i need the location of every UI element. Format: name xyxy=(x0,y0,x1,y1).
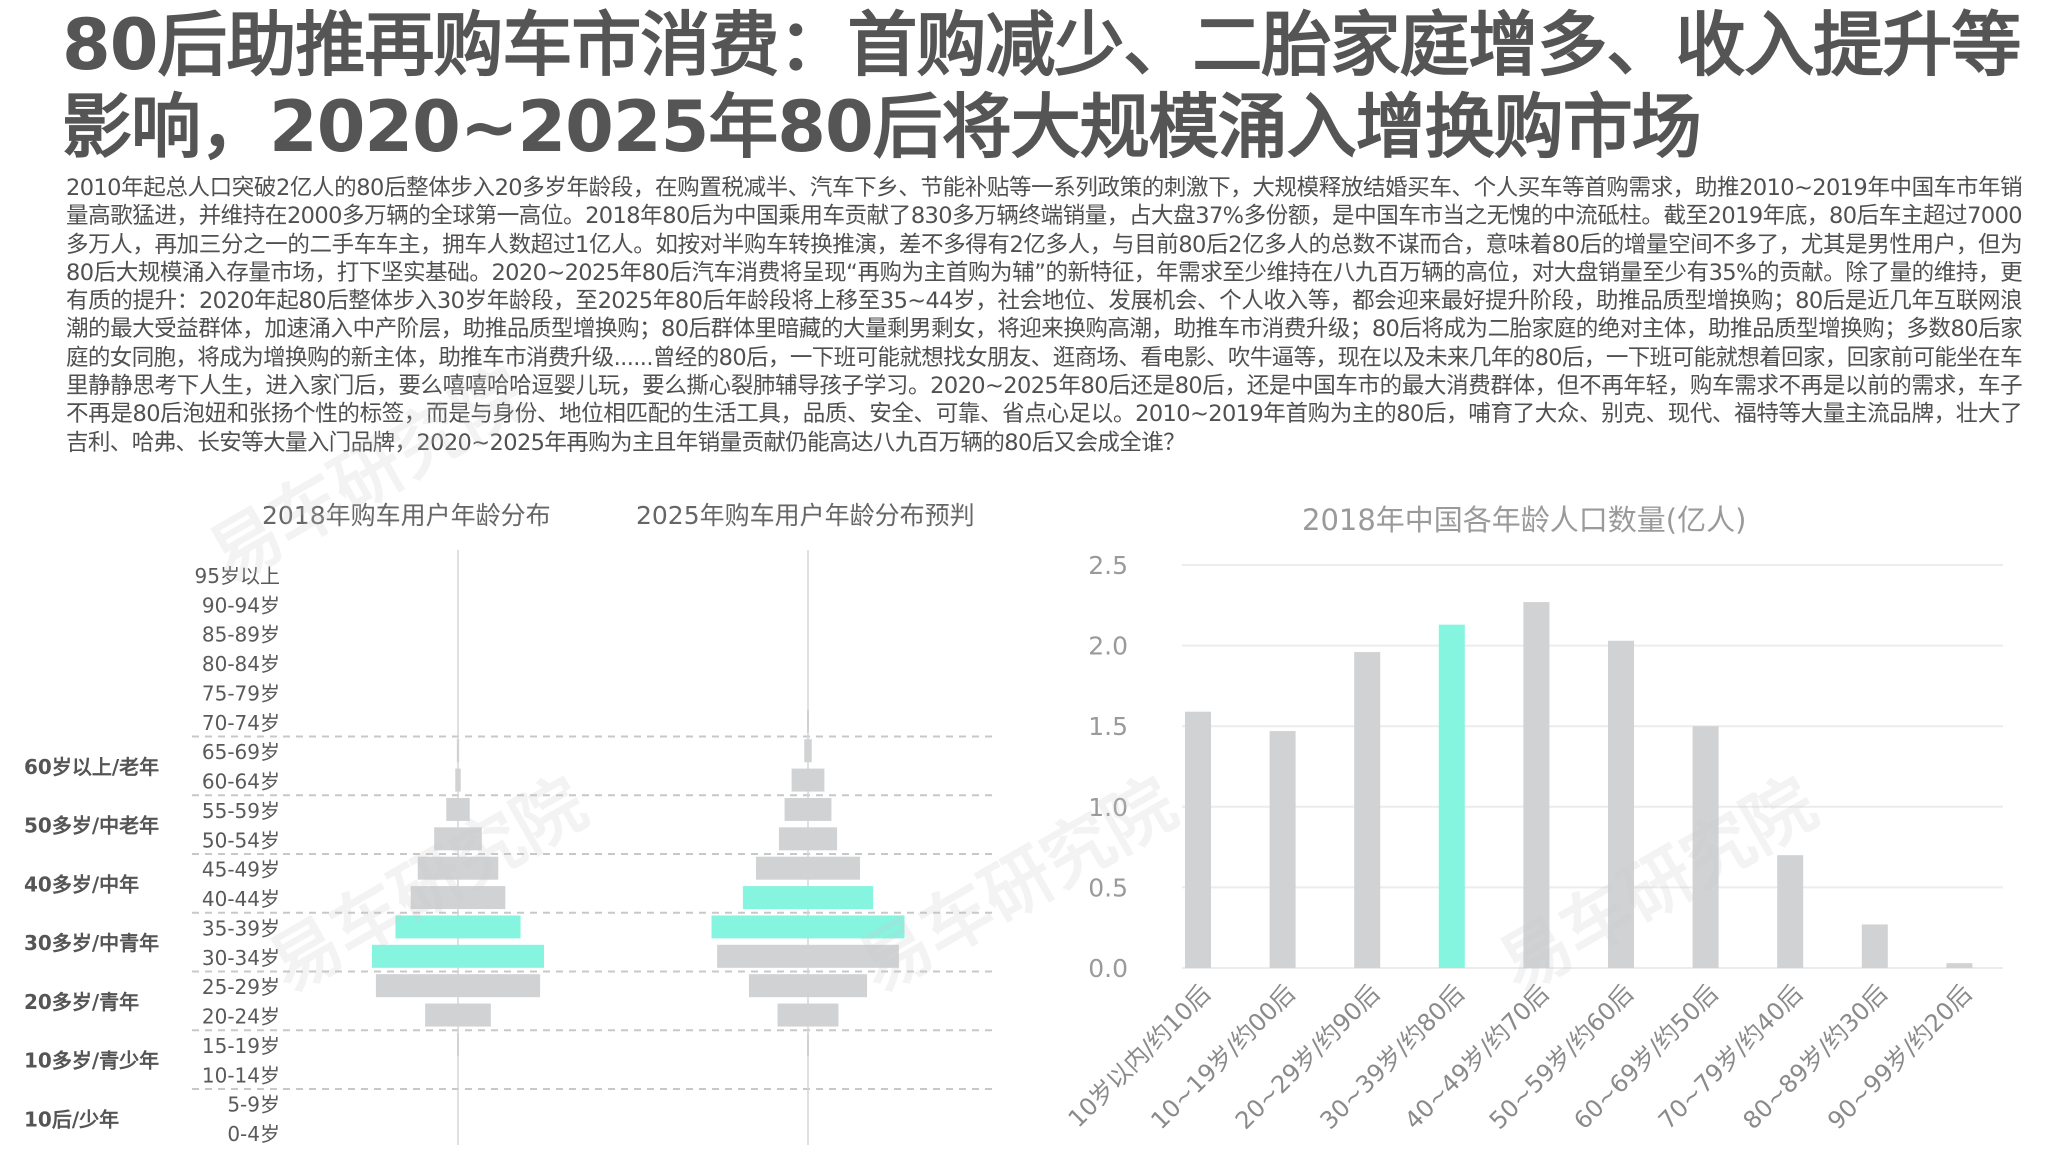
population-bar xyxy=(1608,640,1634,968)
x-tick-label: 60~69岁/约50后 xyxy=(1568,979,1723,1134)
age-group-label: 60岁以上/老年 xyxy=(24,755,159,779)
population-bar xyxy=(1269,731,1296,968)
age-row-label: 75-79岁 xyxy=(202,681,280,705)
pyramid-bar xyxy=(742,886,874,910)
population-bar xyxy=(1861,924,1888,968)
x-tick-label: 10~19岁/约00后 xyxy=(1145,979,1300,1134)
chart-title-population: 2018年中国各年龄人口数量(亿人) xyxy=(1302,503,1747,537)
x-tick-label: 30~39岁/约80后 xyxy=(1315,979,1470,1134)
y-tick-label: 0.0 xyxy=(1088,954,1128,983)
x-tick-label: 70~79岁/约40后 xyxy=(1653,979,1808,1134)
x-tick-label: 40~49岁/约70后 xyxy=(1399,979,1554,1134)
age-group-label: 40多岁/中年 xyxy=(24,872,139,896)
age-row-label: 55-59岁 xyxy=(202,799,280,823)
x-tick-label: 80~89岁/约30后 xyxy=(1738,979,1893,1134)
age-row-label: 60-64岁 xyxy=(202,770,280,794)
population-bar xyxy=(1354,652,1381,968)
age-group-label: 10多岁/青少年 xyxy=(24,1049,159,1073)
pyramid-bar xyxy=(455,768,461,792)
y-tick-label: 1.5 xyxy=(1088,712,1128,741)
y-tick-label: 1.0 xyxy=(1088,793,1128,822)
pyramid-bar xyxy=(804,739,812,763)
pyramid-bar xyxy=(777,1003,839,1027)
age-group-label: 30多岁/中青年 xyxy=(24,931,159,955)
pyramid-bar xyxy=(748,974,868,998)
age-row-label: 0-4岁 xyxy=(227,1122,280,1146)
population-bar xyxy=(1523,602,1550,968)
age-row-label: 50-54岁 xyxy=(202,828,280,852)
chart-title-2018-buyers: 2018年购车用户年龄分布 xyxy=(262,501,551,530)
age-row-label: 95岁以上 xyxy=(195,564,280,588)
y-tick-label: 2.0 xyxy=(1088,632,1128,661)
age-row-label: 20-24岁 xyxy=(202,1005,280,1029)
age-row-label: 80-84岁 xyxy=(202,652,280,676)
age-row-label: 25-29岁 xyxy=(202,975,280,999)
pyramid-bar xyxy=(756,856,860,880)
age-row-label: 70-74岁 xyxy=(202,711,280,735)
pyramid-bar xyxy=(372,944,544,968)
body-paragraph: 2010年起总人口突破2亿人的80后整体步入20多岁年龄段，在购置税减半、汽车下… xyxy=(66,175,2023,456)
population-bar xyxy=(1777,855,1804,968)
age-group-label: 10后/少年 xyxy=(24,1107,119,1131)
age-row-label: 30-34岁 xyxy=(202,946,280,970)
population-bar xyxy=(1185,711,1211,968)
age-row-label: 90-94岁 xyxy=(202,593,280,617)
x-tick-label: 10岁以内/约10后 xyxy=(1063,979,1217,1133)
page-title: 80后助推再购车市消费：首购减少、二胎家庭增多、收入提升等影响，2020~202… xyxy=(62,4,2021,168)
age-row-label: 40-44岁 xyxy=(202,887,280,911)
x-tick-label: 50~59岁/约60后 xyxy=(1484,979,1639,1134)
pyramid-bar xyxy=(410,886,506,910)
population-bar xyxy=(1438,624,1465,968)
pyramid-bar xyxy=(807,709,809,733)
x-tick-label: 20~29岁/约90后 xyxy=(1230,979,1385,1134)
age-row-label: 10-14岁 xyxy=(202,1063,280,1087)
age-group-label: 20多岁/青年 xyxy=(24,990,139,1014)
pyramid-bar xyxy=(784,797,832,821)
y-tick-label: 2.5 xyxy=(1088,551,1128,580)
age-row-label: 85-89岁 xyxy=(202,623,280,647)
pyramid-bar xyxy=(456,739,460,763)
pyramid-bar xyxy=(457,1032,459,1056)
pyramid-bar xyxy=(807,1032,809,1056)
age-row-label: 65-69岁 xyxy=(202,740,280,764)
age-group-label: 50多岁/中老年 xyxy=(24,814,159,838)
chart-title-2025-buyers: 2025年购车用户年龄分布预判 xyxy=(636,501,975,530)
pyramid-bar xyxy=(717,944,899,968)
pyramid-bar xyxy=(417,856,499,880)
pyramid-bar xyxy=(711,915,905,939)
population-bar xyxy=(1946,963,1973,968)
age-row-label: 15-19岁 xyxy=(202,1034,280,1058)
age-row-label: 45-49岁 xyxy=(202,858,280,882)
y-tick-label: 0.5 xyxy=(1088,873,1128,902)
pyramid-bar xyxy=(425,1003,491,1027)
pyramid-bar xyxy=(446,797,470,821)
x-tick-label: 90~99岁/约20后 xyxy=(1822,979,1977,1134)
age-row-label: 5-9岁 xyxy=(227,1093,280,1117)
population-bar xyxy=(1692,726,1719,968)
pyramid-bar xyxy=(395,915,521,939)
pyramid-bar xyxy=(375,974,541,998)
age-row-label: 35-39岁 xyxy=(202,916,280,940)
pyramid-bar xyxy=(778,827,838,851)
pyramid-bar xyxy=(791,768,825,792)
pyramid-bar xyxy=(434,827,482,851)
